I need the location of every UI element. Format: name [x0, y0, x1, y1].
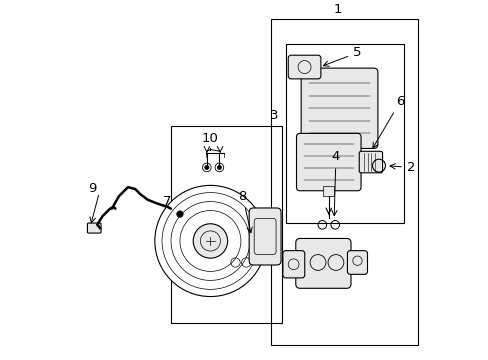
FancyBboxPatch shape — [301, 68, 377, 148]
Bar — [171, 126, 282, 323]
Text: 8: 8 — [238, 190, 252, 233]
Circle shape — [217, 165, 221, 170]
FancyBboxPatch shape — [287, 55, 320, 79]
Text: 6: 6 — [372, 95, 404, 148]
Bar — [323, 186, 333, 196]
FancyBboxPatch shape — [295, 238, 350, 288]
Circle shape — [155, 185, 265, 297]
Circle shape — [176, 211, 183, 217]
Circle shape — [193, 224, 227, 258]
Text: 7: 7 — [162, 195, 171, 208]
FancyBboxPatch shape — [346, 251, 367, 274]
FancyBboxPatch shape — [359, 151, 382, 173]
Text: 5: 5 — [323, 46, 361, 66]
FancyBboxPatch shape — [87, 223, 101, 233]
Bar — [271, 19, 418, 345]
Circle shape — [273, 251, 279, 256]
FancyBboxPatch shape — [296, 134, 360, 191]
FancyBboxPatch shape — [249, 208, 281, 265]
Bar — [285, 44, 403, 223]
FancyBboxPatch shape — [282, 251, 304, 278]
Text: 1: 1 — [333, 3, 341, 16]
Text: 2: 2 — [389, 161, 415, 174]
Text: 9: 9 — [88, 183, 96, 195]
Text: 4: 4 — [331, 150, 340, 216]
Circle shape — [204, 165, 208, 170]
Text: 3: 3 — [269, 109, 278, 122]
Text: 10: 10 — [202, 132, 219, 145]
